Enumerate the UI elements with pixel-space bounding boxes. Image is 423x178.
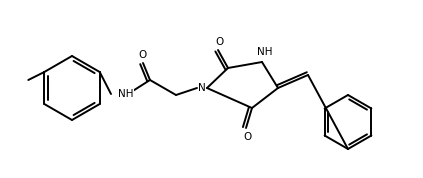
Text: O: O xyxy=(215,37,223,47)
Text: N: N xyxy=(198,83,206,93)
Text: NH: NH xyxy=(257,47,273,57)
Text: NH: NH xyxy=(118,89,134,99)
Text: O: O xyxy=(243,132,251,142)
Text: O: O xyxy=(138,50,146,60)
